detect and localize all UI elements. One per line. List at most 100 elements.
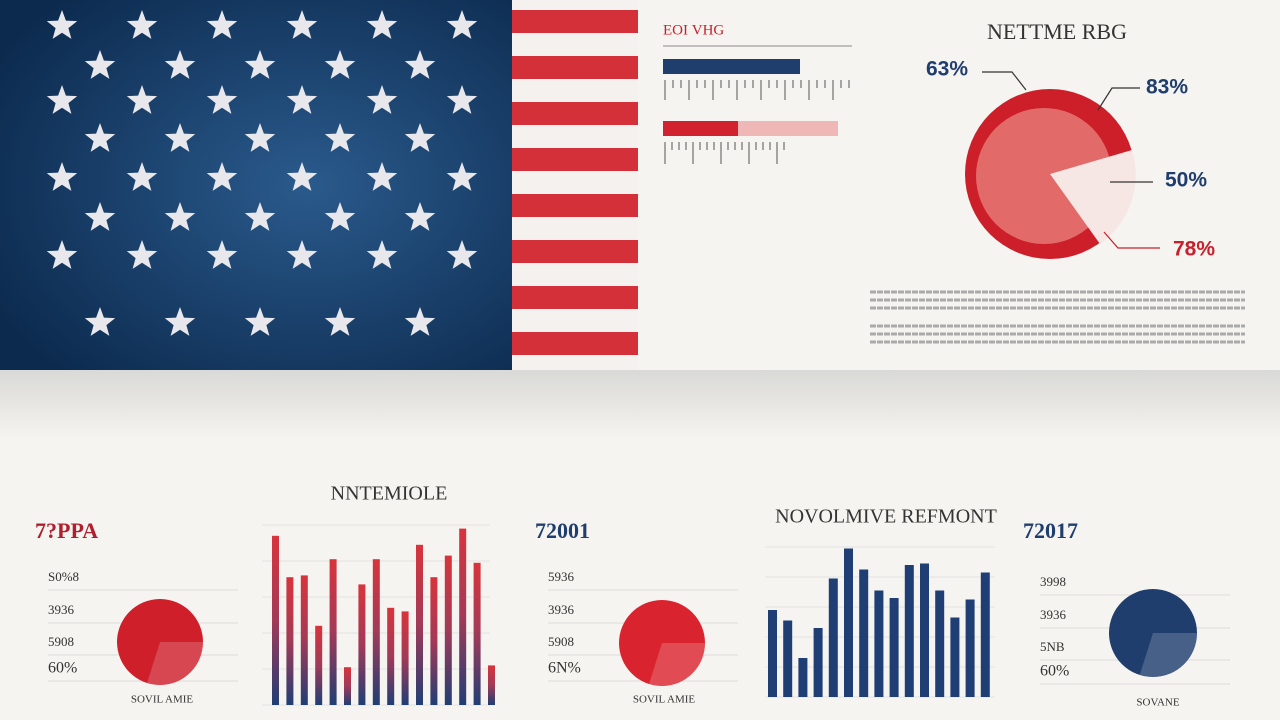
bar (859, 569, 869, 697)
stat-pie (117, 599, 203, 685)
star (84, 307, 116, 336)
stripe (512, 194, 638, 217)
flag (0, 0, 638, 370)
pie-label: 63% (926, 58, 968, 81)
star (324, 50, 356, 79)
bar (828, 578, 838, 697)
stat-label: 5936 (548, 569, 575, 584)
star (366, 162, 398, 191)
chart-title: NOVOLMIVE REFMONT (775, 506, 997, 528)
bar (344, 667, 351, 705)
star (126, 240, 158, 269)
flag-stripes (512, 0, 638, 370)
stripe (512, 10, 638, 33)
bar (473, 562, 481, 705)
stripe (512, 240, 638, 263)
star (84, 123, 116, 152)
star (286, 162, 318, 191)
bar (935, 590, 945, 697)
star (244, 123, 276, 152)
stripe (512, 148, 638, 171)
bar (444, 555, 452, 705)
stat-pie-slice (649, 643, 705, 686)
star (446, 85, 478, 114)
star (366, 240, 398, 269)
stripe (512, 332, 638, 355)
bar (874, 590, 884, 697)
stat-label: 3936 (548, 602, 575, 617)
chart-title: NNTEMIOLE (331, 483, 448, 505)
bar (813, 628, 823, 697)
stripe (512, 286, 638, 309)
star (164, 202, 196, 231)
bar (401, 611, 409, 705)
star (404, 307, 436, 336)
leader (982, 71, 1027, 91)
h-bar (663, 59, 800, 74)
bar (488, 665, 495, 705)
bar (920, 563, 929, 697)
star (46, 10, 78, 39)
stat-pie (619, 600, 705, 686)
star (324, 123, 356, 152)
star (324, 307, 356, 336)
bar (980, 572, 990, 697)
pie-slice (1050, 150, 1136, 244)
star (206, 162, 238, 191)
leader (1097, 87, 1140, 111)
stat-label: 3998 (1040, 574, 1066, 589)
stripe (512, 102, 638, 125)
star (244, 50, 276, 79)
bar (889, 598, 899, 697)
stripe (512, 56, 638, 79)
pie-label: 83% (1146, 76, 1188, 99)
stat-label: 60% (1040, 663, 1069, 680)
stat-pie-slice (147, 642, 203, 685)
star (84, 50, 116, 79)
leader (1103, 231, 1160, 249)
stat-label: 5908 (548, 634, 574, 649)
stat-heading: 72001 (535, 518, 590, 543)
h-bar (738, 121, 838, 136)
bar (358, 584, 366, 705)
bar (387, 607, 395, 705)
stat-label: 5908 (48, 634, 74, 649)
stat-heading: 72017 (1023, 518, 1078, 543)
stat-caption: SOVIL AMIE (633, 694, 696, 706)
h-bar (663, 121, 738, 136)
star (126, 162, 158, 191)
star (84, 202, 116, 231)
bar (965, 599, 975, 697)
star (446, 240, 478, 269)
star (324, 202, 356, 231)
star (206, 10, 238, 39)
star (286, 85, 318, 114)
bar (372, 559, 380, 705)
star (206, 85, 238, 114)
pie-label: 50% (1165, 169, 1207, 192)
star (126, 85, 158, 114)
bar (430, 577, 438, 705)
stat-caption: SOVANE (1136, 697, 1179, 709)
bar (315, 625, 323, 705)
panel-label: ΕΟΙ VΗG (663, 22, 724, 38)
bar (768, 610, 777, 697)
star (404, 123, 436, 152)
star (244, 307, 276, 336)
star (164, 123, 196, 152)
star (126, 10, 158, 39)
star (244, 202, 276, 231)
stat-label: 6N% (548, 660, 581, 677)
bar (783, 620, 793, 697)
star (404, 202, 436, 231)
star (46, 162, 78, 191)
bar (329, 559, 337, 705)
star (446, 162, 478, 191)
star (404, 50, 436, 79)
bar (286, 577, 294, 705)
divider-band (0, 370, 1280, 440)
stat-label: 60% (48, 660, 77, 677)
bar (272, 535, 279, 705)
star (286, 10, 318, 39)
bar (459, 528, 467, 705)
